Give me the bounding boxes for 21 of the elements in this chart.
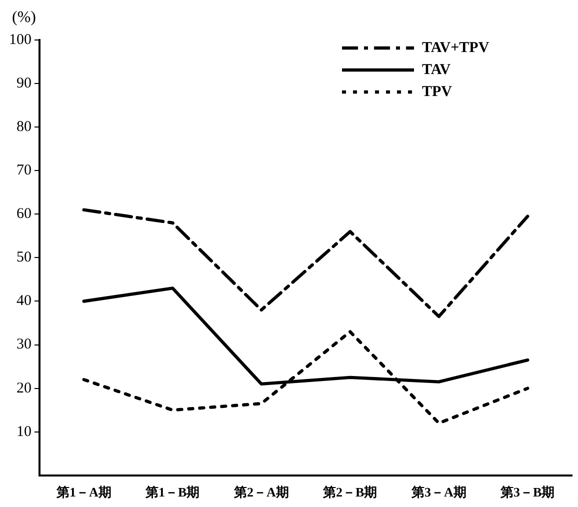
y-tick-label: 70: [16, 162, 32, 179]
legend-label: TAV+TPV: [422, 40, 490, 56]
x-tick-label: 第2－A期: [232, 484, 289, 500]
legend-label: TAV: [422, 62, 451, 78]
y-axis-title: (%): [12, 9, 36, 26]
y-tick-label: 10: [16, 424, 32, 440]
y-tick-label: 50: [16, 250, 32, 266]
y-tick-label: 90: [16, 75, 32, 92]
legend-label: TPV: [422, 84, 452, 100]
x-tick-label: 第1－A期: [55, 484, 112, 500]
x-tick-label: 第3－B期: [500, 484, 555, 500]
y-tick-label: 60: [16, 206, 32, 222]
line-series: [82, 208, 530, 318]
y-tick-label: 80: [16, 119, 32, 136]
y-tick-label: 100: [9, 32, 32, 48]
y-tick-label: 30: [16, 336, 32, 353]
y-tick-label: 40: [16, 293, 32, 310]
x-tick-label: 第3－A期: [410, 484, 466, 500]
x-tick-label: 第2－B期: [322, 484, 378, 500]
y-tick-label: 20: [16, 380, 32, 396]
x-tick-label: 第1－B期: [144, 484, 200, 500]
